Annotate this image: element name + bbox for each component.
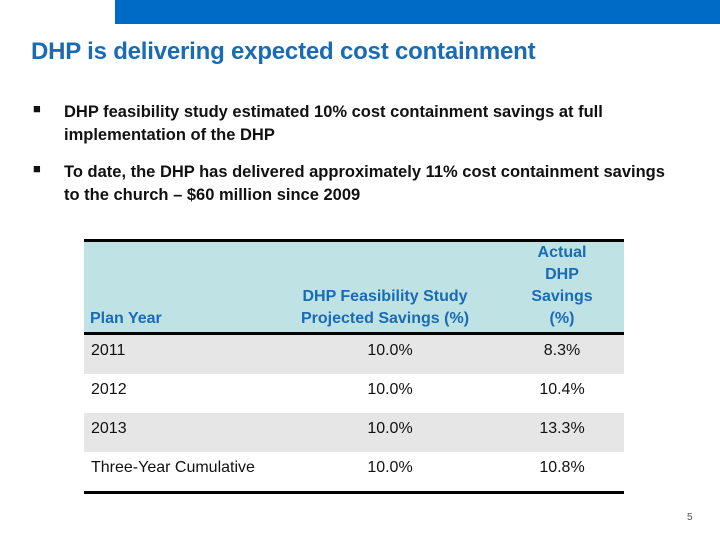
brand-bar — [115, 0, 720, 24]
square-bullet-icon: ■ — [33, 161, 41, 176]
header-plan-year: Plan Year — [90, 310, 162, 327]
header-actual-savings: Actual DHP Savings (%) — [531, 244, 593, 327]
cell-actual: 10.4% — [539, 381, 585, 398]
cell-projected: 10.0% — [367, 342, 413, 359]
table-row: 2012 10.0% 10.4% — [84, 374, 624, 413]
table-header-row: Plan Year DHP Feasibility Study Projecte… — [84, 240, 624, 334]
cell-actual: 13.3% — [539, 420, 585, 437]
cell-plan-year: Three-Year Cumulative — [91, 459, 255, 476]
bullet-text: To date, the DHP has delivered approxima… — [64, 163, 665, 204]
cell-actual: 10.8% — [539, 459, 585, 476]
cell-plan-year: 2012 — [91, 381, 127, 398]
header-projected-savings: DHP Feasibility Study Projected Savings … — [300, 288, 470, 327]
savings-table: Plan Year DHP Feasibility Study Projecte… — [84, 239, 624, 494]
cell-projected: 10.0% — [367, 381, 413, 398]
cell-plan-year: 2013 — [91, 420, 127, 437]
table-row: Three-Year Cumulative 10.0% 10.8% — [84, 452, 624, 493]
table-row: 2011 10.0% 8.3% — [84, 333, 624, 374]
cell-actual: 8.3% — [543, 342, 581, 359]
cell-projected: 10.0% — [367, 459, 413, 476]
table-row: 2013 10.0% 13.3% — [84, 413, 624, 452]
cell-plan-year: 2011 — [91, 342, 126, 359]
page-number: 5 — [687, 512, 693, 523]
cell-projected: 10.0% — [367, 420, 413, 437]
slide-title: DHP is delivering expected cost containm… — [31, 38, 536, 65]
bullet-text: DHP feasibility study estimated 10% cost… — [64, 103, 603, 144]
square-bullet-icon: ■ — [33, 101, 41, 116]
